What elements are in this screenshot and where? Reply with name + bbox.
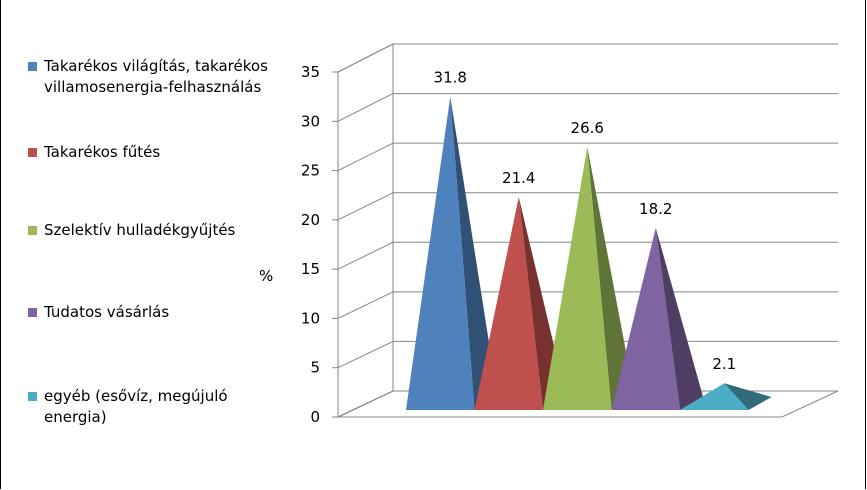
pyramid-front-face [474,196,543,410]
legend-swatch [28,308,37,317]
y-tick-label: 0 [310,408,320,426]
pyramid-front-face [406,96,475,410]
pyramid-3 [543,146,635,410]
legend-swatch [28,148,37,157]
pyramid-front-face [680,383,749,410]
data-label: 2.1 [712,355,736,373]
legend-swatch [28,62,37,71]
legend-label: Takarékos fűtés [44,143,161,161]
legend-label: Szelektív hulladékgyűjtés [44,221,236,239]
side-wall [337,43,394,418]
legend-swatch [28,226,37,235]
y-tick-label: 15 [301,260,320,278]
data-label: 31.8 [434,69,467,87]
pyramid-side-face [450,96,498,410]
pyramid-5 [680,383,772,410]
legend-swatch [28,392,37,401]
y-axis-label: % [259,267,274,285]
gridline [337,43,838,73]
data-labels: 31.8 21.4 26.6 18.2 2.1 [434,69,737,374]
legend-label: Tudatos vásárlás [44,303,170,321]
pyramid-side-face [724,383,772,410]
pyramid-side-face [587,146,635,410]
y-tick-label: 5 [310,359,320,377]
gridline [337,241,838,270]
pyramid-1 [406,96,498,410]
gridline [337,192,838,221]
pyramid-side-face [655,227,704,410]
pyramid-front-face [543,146,612,410]
y-tick-label: 25 [301,162,320,180]
pyramids [406,96,772,410]
y-axis: 0 5 10 15 20 25 30 35 [301,63,339,426]
pyramid-4 [611,227,704,410]
y-tick-label: 20 [301,211,320,229]
data-label: 21.4 [502,169,535,187]
gridlines [337,43,838,418]
pyramid-front-face [611,227,680,410]
gridline [337,291,838,319]
legend-label: egyéb (esővíz, megújuló energia) [44,387,228,426]
data-label: 18.2 [639,200,672,218]
y-tick-label: 10 [301,309,320,327]
gridline [337,340,838,369]
data-label: 26.6 [571,119,604,137]
legend-label: Takarékos világítás, takarékos villamose… [44,57,268,96]
gridline [337,93,838,122]
gridline [337,142,838,172]
y-tick-label: 30 [301,112,320,130]
y-tick-label: 35 [301,63,320,81]
